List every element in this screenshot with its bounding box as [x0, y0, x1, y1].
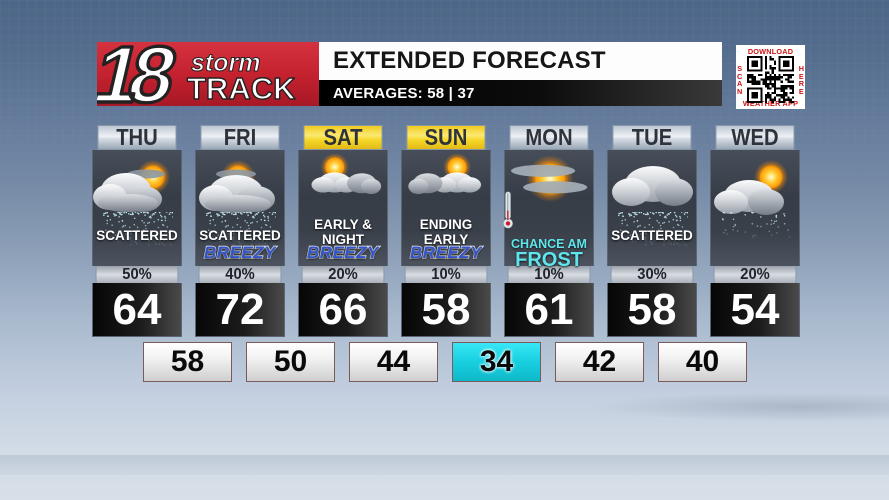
svg-text:18: 18 [97, 42, 183, 106]
svg-text:TRACK: TRACK [187, 71, 296, 106]
